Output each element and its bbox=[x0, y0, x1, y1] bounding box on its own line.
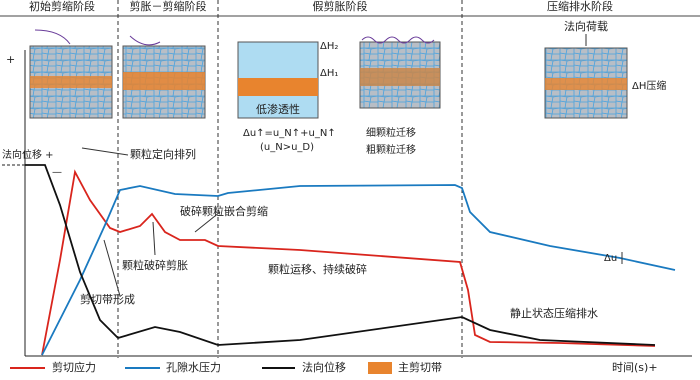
axis-label: — bbox=[52, 167, 62, 178]
legend-label: 孔隙水压力 bbox=[166, 360, 221, 374]
axis-label: 时间(s)+ bbox=[612, 361, 658, 374]
axis-label: 法向位移 + bbox=[2, 148, 54, 161]
legend bbox=[10, 362, 392, 374]
stage-dividers bbox=[117, 0, 463, 358]
legend-label: 主剪切带 bbox=[398, 360, 442, 374]
leaders bbox=[81, 147, 623, 297]
inset-label: 粗颗粒迁移 bbox=[366, 143, 416, 156]
inset-label: 法向荷载 bbox=[564, 19, 608, 33]
inset-label: 细颗粒迁移 bbox=[366, 126, 416, 139]
inset-label: (u_N>u_D) bbox=[260, 142, 314, 153]
legend-label: 剪切应力 bbox=[52, 360, 96, 374]
stage-labels: 初始剪缩阶段 剪胀－剪缩阶段 假剪胀阶段 压缩排水阶段 bbox=[29, 0, 613, 13]
annotation: 破碎颗粒嵌合剪缩 bbox=[180, 204, 268, 218]
normal-disp-curve bbox=[25, 164, 656, 346]
annotation: 颗粒破碎剪胀 bbox=[122, 258, 188, 272]
annotation: 剪切带形成 bbox=[80, 292, 135, 306]
annotation: Δu bbox=[604, 253, 617, 264]
annotation: 静止状态压缩排水 bbox=[510, 306, 598, 320]
shear-stress-curve bbox=[41, 169, 656, 356]
inset-label: Δu↑=u_N↑+u_N↑ bbox=[243, 128, 336, 139]
inset-label: ΔH₂ bbox=[320, 41, 338, 52]
inset-label: ΔH压缩 bbox=[632, 79, 666, 92]
stage: 剪胀－剪缩阶段 bbox=[130, 0, 207, 13]
inset-label: ΔH₁ bbox=[320, 68, 338, 79]
axis-label: + bbox=[6, 53, 15, 66]
stage: 压缩排水阶段 bbox=[547, 0, 613, 13]
pore-pressure-curve bbox=[41, 184, 676, 356]
annotation: 颗粒运移、持续破碎 bbox=[268, 262, 367, 276]
inset-label: 低渗透性 bbox=[256, 102, 300, 116]
stage: 初始剪缩阶段 bbox=[29, 0, 95, 13]
stage: 假剪胀阶段 bbox=[313, 0, 368, 13]
insets bbox=[29, 29, 628, 119]
legend-label: 法向位移 bbox=[302, 360, 346, 374]
annotation: 颗粒定向排列 bbox=[130, 147, 196, 161]
